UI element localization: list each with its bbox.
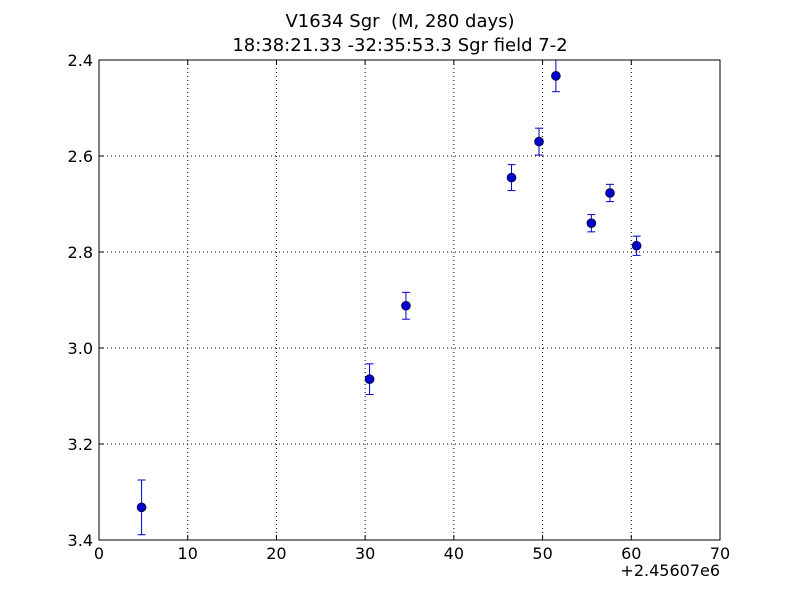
- data-point: [506, 164, 517, 192]
- x-tick-label: 30: [355, 544, 375, 563]
- data-marker: [631, 240, 642, 251]
- data-point: [551, 59, 561, 93]
- data-points: [136, 59, 642, 536]
- chart-title-line-1: V1634 Sgr (M, 280 days): [285, 11, 515, 32]
- y-tick-label: 2.4: [68, 51, 93, 70]
- y-tick-label: 3.4: [68, 531, 93, 550]
- x-tick-label: 20: [266, 544, 286, 563]
- data-point: [401, 291, 411, 320]
- data-marker: [551, 71, 561, 81]
- data-marker: [586, 218, 597, 228]
- data-point: [534, 127, 544, 156]
- x-tick-label: 0: [94, 544, 104, 563]
- grid-lines: [99, 60, 720, 540]
- data-marker: [401, 300, 411, 311]
- x-tick-label: 70: [710, 544, 730, 563]
- x-tick-label: 10: [178, 544, 198, 563]
- x-tick-label: 60: [621, 544, 641, 563]
- y-tick-label: 3.0: [68, 339, 93, 358]
- data-point: [605, 183, 615, 203]
- plot-frame: [98, 59, 721, 541]
- data-marker: [605, 188, 615, 198]
- y-tick-label: 2.6: [68, 147, 93, 166]
- chart-title-line-2: 18:38:21.33 -32:35:53.3 Sgr field 7-2: [232, 35, 568, 56]
- data-marker: [364, 374, 375, 385]
- tick-labels: 0 10 20 30 40 50 60 70 2.4 2.6 2.8 3.0 3.2 3.4: [68, 51, 731, 563]
- data-marker: [136, 502, 147, 513]
- data-point: [364, 363, 375, 396]
- y-tick-label: 2.8: [68, 243, 93, 262]
- x-tick-label: 40: [444, 544, 464, 563]
- data-point: [136, 479, 147, 536]
- x-tick-label: 50: [532, 544, 552, 563]
- axis-ticks: [98, 59, 721, 541]
- data-marker: [534, 136, 544, 147]
- data-point: [586, 214, 597, 233]
- data-marker: [506, 172, 517, 183]
- x-offset-label: +2.45607e6: [620, 561, 720, 580]
- data-point: [631, 235, 642, 256]
- y-tick-label: 3.2: [68, 435, 93, 454]
